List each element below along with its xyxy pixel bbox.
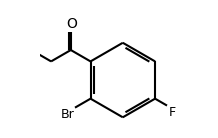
Text: O: O [66,17,77,31]
Text: F: F [168,106,175,119]
Text: Br: Br [61,108,74,121]
